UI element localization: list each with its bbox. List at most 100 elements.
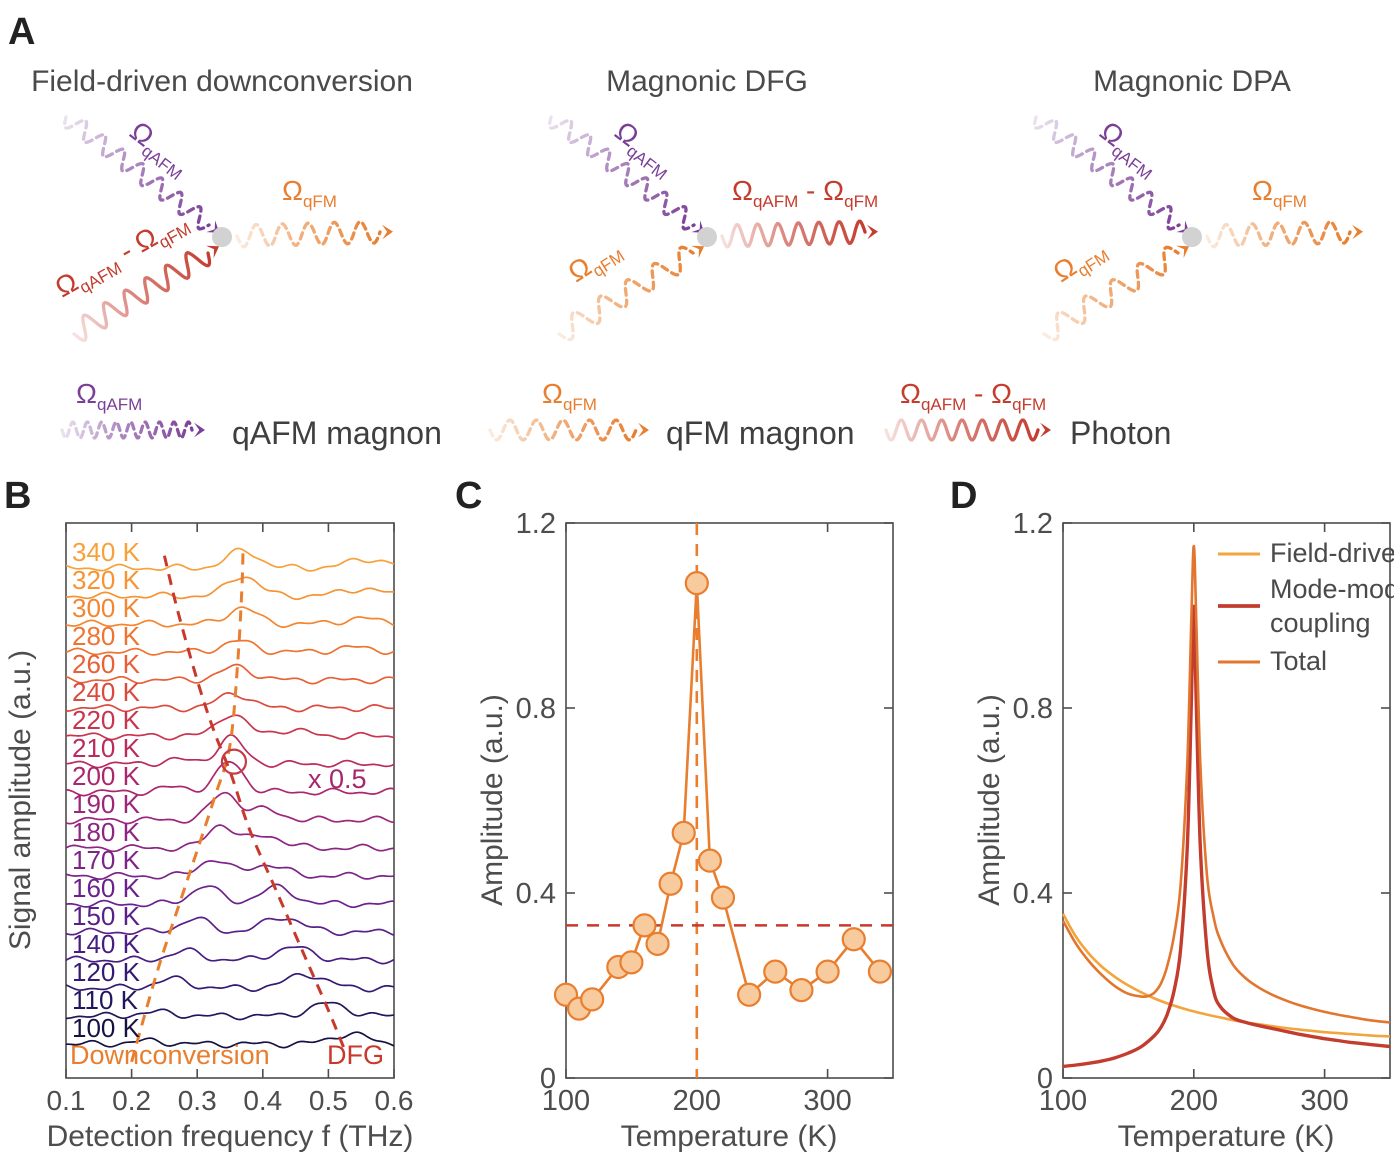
svg-text:ΩqAFM: ΩqAFM <box>1091 115 1165 184</box>
panel-b-xlabel: Detection frequency f (THz) <box>47 1120 414 1153</box>
data-point-150K <box>619 950 644 975</box>
panel-d-axes-box <box>1062 522 1391 1079</box>
temperature-label: 340 K <box>72 537 141 567</box>
spectrum-trace-180K <box>65 824 395 853</box>
temperature-label: 100 K <box>72 1013 141 1043</box>
temperature-label: 300 K <box>72 593 141 623</box>
svg-text:ΩqFM: ΩqFM <box>1252 175 1307 211</box>
legend-wave-photon <box>884 418 1040 442</box>
legend-text: Mode-mode <box>1270 574 1394 604</box>
guide-line-downconversion <box>130 547 245 1063</box>
svg-text:ΩqAFM: ΩqAFM <box>76 378 142 414</box>
legend-entry-text: Photon <box>1070 415 1171 451</box>
panel-c-ytick-label: 0 <box>540 1063 556 1095</box>
spectrum-trace-280K <box>65 639 395 656</box>
legend-item-mode-mode-coupling: Mode-mode coupling <box>1218 574 1394 638</box>
svg-text:ΩqFM: ΩqFM <box>282 175 337 211</box>
panel-c-ylabel: Amplitude (a.u.) <box>476 694 509 906</box>
panel-b-xtick-label: 0.5 <box>309 1085 348 1116</box>
spectrum-trace-170K <box>65 860 395 880</box>
panel-label-d: D <box>950 475 977 517</box>
panel-label-c: C <box>455 475 482 517</box>
data-point-190K <box>671 820 696 845</box>
temperature-label: 320 K <box>72 565 141 595</box>
panel-b-xtick-label: 0.6 <box>375 1085 414 1116</box>
output-wave-qfm <box>1205 220 1352 249</box>
output-wave-photon <box>720 219 867 249</box>
data-point-260K <box>763 959 788 984</box>
legend-entry-text: qAFM magnon <box>232 415 442 451</box>
spectrum-trace-160K <box>65 883 394 909</box>
temperature-label: 240 K <box>72 677 141 707</box>
panel-c-ytick-label: 1.2 <box>516 508 556 540</box>
panel-label-b: B <box>4 475 31 517</box>
temperature-label: 190 K <box>72 789 141 819</box>
legend-entry-photon: ΩqAFM - ΩqFM Photon <box>884 378 1171 451</box>
legend-wave-qfm-arrowhead <box>638 422 649 438</box>
panel-b-xtick-label: 0.1 <box>47 1085 86 1116</box>
output-wave-qfm <box>235 220 382 249</box>
data-point-280K <box>789 978 814 1003</box>
panel-c-axes-box <box>565 522 894 1079</box>
input-wave-qfm <box>1042 245 1180 342</box>
data-point-220K <box>710 885 736 910</box>
input-wave-photon <box>72 250 212 343</box>
interaction-dot <box>1182 227 1202 247</box>
input-wave-photon-arrowhead <box>206 245 220 259</box>
legend-text: Field-driven <box>1270 538 1394 568</box>
temperature-label: 180 K <box>72 817 141 847</box>
temperature-label: 160 K <box>72 873 141 903</box>
panel-d-ytick-label: 0 <box>1037 1063 1053 1095</box>
curve-total <box>1061 544 1391 1024</box>
legend-entry-text: qFM magnon <box>666 415 855 451</box>
panel-c-ytick-label: 0.4 <box>516 878 556 910</box>
legend-wave-label-qfm: ΩqFM <box>542 378 597 414</box>
input-wave-qfm-arrowhead <box>1176 245 1190 259</box>
temperature-label: 170 K <box>72 845 141 875</box>
panel-a-diagram-3: Magnonic DPA ΩqAFM ΩqFM ΩqFM <box>1032 65 1363 342</box>
temperature-label: 260 K <box>72 649 141 679</box>
panel-b-traces <box>65 547 395 1049</box>
panel-a-legend: ΩqAFM qAFM magnon ΩqFM qFM magnon ΩqAFM - Ωq… <box>60 378 1171 451</box>
spectrum-trace-340K <box>65 547 395 572</box>
input-wave-qfm-arrowhead <box>691 245 705 259</box>
diagram-title: Magnonic DFG <box>606 65 808 98</box>
spectrum-trace-220K <box>65 714 395 741</box>
input-wave-qafm <box>62 115 211 231</box>
panel-d-ytick-label: 0.4 <box>1013 878 1053 910</box>
guide-line-dfg <box>162 555 347 1051</box>
curve-mode-mode-coupling <box>1062 604 1391 1069</box>
svg-text:ΩqAFM: ΩqAFM <box>606 115 680 184</box>
data-point-240K <box>737 982 762 1007</box>
legend-text: Total <box>1270 646 1327 676</box>
panel-label-a: A <box>8 11 35 53</box>
legend-wave-qafm <box>60 420 194 440</box>
output-wave-photon-arrowhead <box>867 224 878 240</box>
panel-b-xtick-label: 0.4 <box>243 1085 282 1116</box>
data-point-160K <box>632 913 657 938</box>
data-point-170K <box>645 931 670 956</box>
panel-d-ylabel: Amplitude (a.u.) <box>973 694 1006 906</box>
legend-text: coupling <box>1270 608 1371 638</box>
panel-c-ytick-label: 0.8 <box>516 693 556 725</box>
panel-d-xlabel: Temperature (K) <box>1118 1120 1335 1153</box>
data-point-340K <box>867 959 893 984</box>
data-point-180K <box>658 871 683 896</box>
spectrum-trace-240K <box>65 692 395 713</box>
interaction-dot <box>697 227 717 247</box>
spectrum-trace-110K <box>66 1001 395 1021</box>
legend-item-total: Total <box>1218 646 1327 676</box>
panel-d-ytick-label: 1.2 <box>1013 508 1053 540</box>
input-wave-qafm <box>547 115 696 231</box>
panel-d-xtick-label: 100 <box>1039 1085 1087 1117</box>
input-wave-label-qfm: ΩqFM <box>1047 246 1113 288</box>
legend-wave-label-photon: ΩqAFM - ΩqFM <box>900 378 1046 414</box>
input-wave-label-photon: ΩqAFM - ΩqFM <box>50 219 195 303</box>
legend-wave-photon-arrowhead <box>1040 422 1051 438</box>
legend-wave-label-qafm: ΩqAFM <box>76 378 142 414</box>
input-wave-label-qfm: ΩqFM <box>562 246 628 288</box>
temperature-label: 210 K <box>72 733 141 763</box>
output-wave-qfm-arrowhead <box>382 224 393 240</box>
output-wave-label-qfm: ΩqFM <box>282 175 337 211</box>
